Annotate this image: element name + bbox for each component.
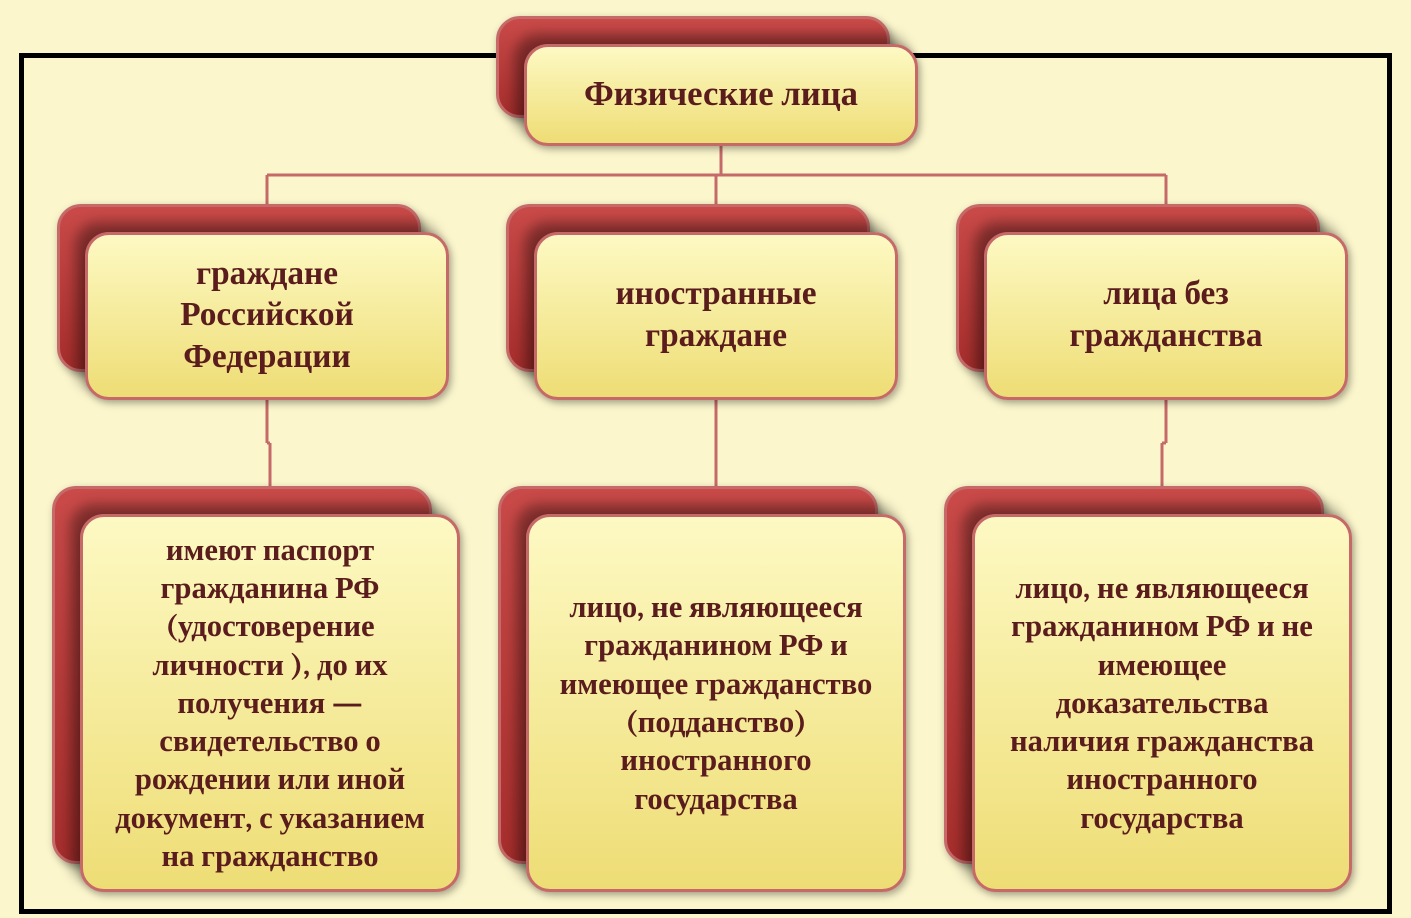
node-label-leaf1: имеют паспорт гражданина РФ (удостоверен…: [105, 531, 435, 876]
node-root: Физические лица: [524, 44, 918, 146]
node-leaf3: лицо, не являющееся гражданином РФ и не …: [972, 514, 1352, 892]
node-label-leaf3: лицо, не являющееся гражданином РФ и не …: [997, 569, 1327, 837]
node-label-cat1: граждане Российской Федерации: [110, 254, 424, 379]
node-leaf2: лицо, не являющееся гражданином РФ и име…: [526, 514, 906, 892]
node-label-cat2: иностранные граждане: [559, 274, 873, 357]
node-label-leaf2: лицо, не являющееся гражданином РФ и име…: [551, 588, 881, 818]
node-cat1: граждане Российской Федерации: [85, 232, 449, 400]
node-cat3: лица без гражданства: [984, 232, 1348, 400]
node-cat2: иностранные граждане: [534, 232, 898, 400]
node-leaf1: имеют паспорт гражданина РФ (удостоверен…: [80, 514, 460, 892]
node-label-root: Физические лица: [584, 73, 858, 116]
diagram-canvas: Физические лица граждане Российской Федер…: [0, 0, 1411, 918]
node-label-cat3: лица без гражданства: [1009, 274, 1323, 357]
